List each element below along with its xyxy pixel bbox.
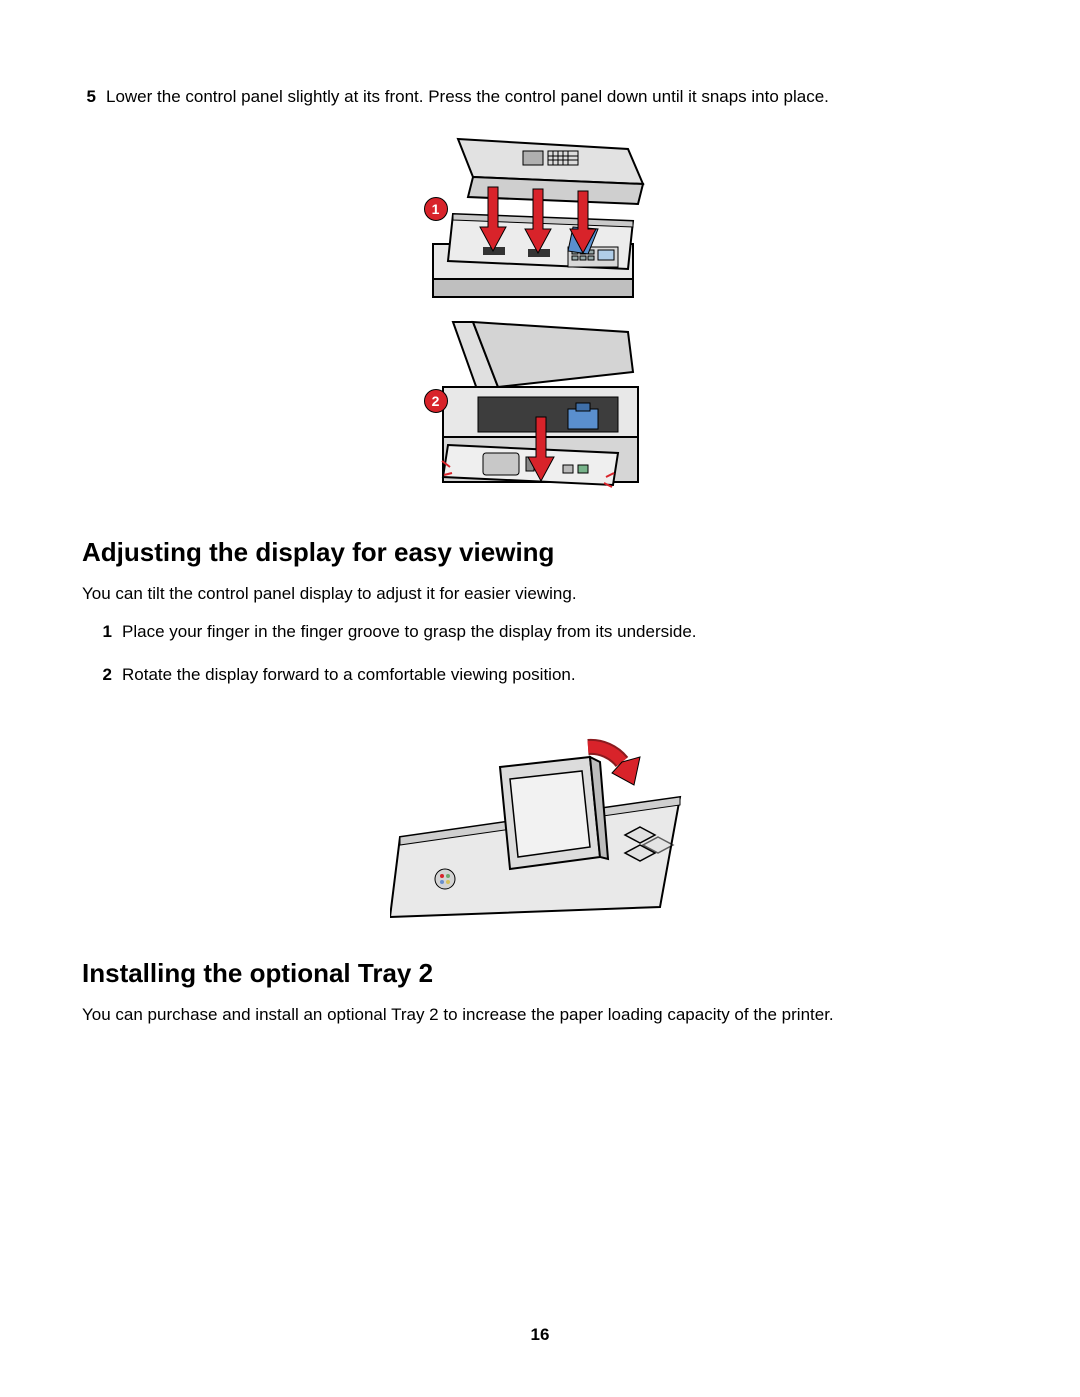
section1-step1-num: 1: [98, 620, 112, 644]
section1-step2-text: Rotate the display forward to a comforta…: [122, 663, 998, 687]
section1-step-2: 2 Rotate the display forward to a comfor…: [98, 663, 998, 687]
heading-installing-tray2: Installing the optional Tray 2: [82, 958, 998, 989]
figure2-callout-badge: 2: [424, 389, 448, 413]
heading-adjusting-display: Adjusting the display for easy viewing: [82, 537, 998, 568]
section1-step-1: 1 Place your finger in the finger groove…: [98, 620, 998, 644]
figure1-callout-number: 1: [432, 201, 440, 217]
figure2-callout-number: 2: [432, 393, 440, 409]
step-5-number: 5: [82, 85, 96, 109]
figure-display-tilt: [390, 707, 690, 932]
figure-panel-press-2: 2: [428, 317, 653, 507]
section1-step2-num: 2: [98, 663, 112, 687]
step-5-text: Lower the control panel slightly at its …: [106, 85, 998, 109]
section1-step1-text: Place your finger in the finger groove t…: [122, 620, 998, 644]
page-number: 16: [0, 1325, 1080, 1345]
step-5: 5 Lower the control panel slightly at it…: [82, 85, 998, 109]
figure-panel-press-1: 1: [428, 129, 653, 309]
figure1-callout-badge: 1: [424, 197, 448, 221]
section2-intro: You can purchase and install an optional…: [82, 1003, 998, 1027]
section1-intro: You can tilt the control panel display t…: [82, 582, 998, 606]
